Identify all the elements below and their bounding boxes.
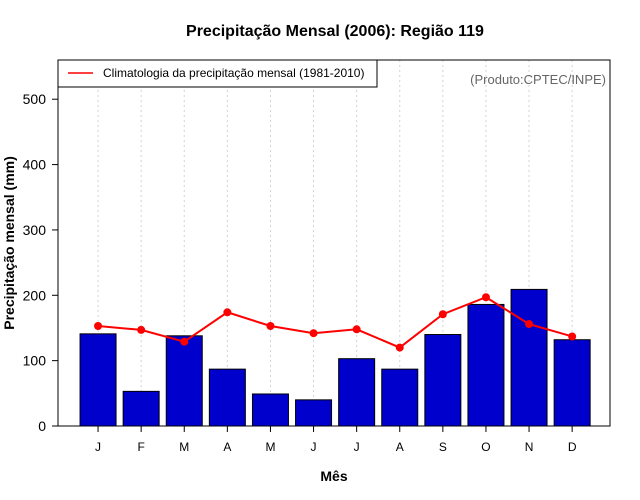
x-tick-label: M bbox=[179, 440, 189, 454]
climatology-polyline bbox=[97, 296, 573, 349]
bar-M bbox=[251, 393, 289, 427]
y-axis-label: Precipitação mensal (mm) bbox=[1, 156, 17, 330]
climatology-point bbox=[309, 329, 318, 338]
bars bbox=[79, 288, 591, 427]
bar-A bbox=[381, 368, 419, 427]
y-tick-label: 500 bbox=[23, 91, 47, 107]
x-tick-label: M bbox=[265, 440, 275, 454]
y-tick-label: 300 bbox=[23, 222, 47, 238]
x-tick-label: O bbox=[481, 440, 490, 454]
legend-label: Climatologia da precipitação mensal (198… bbox=[103, 66, 364, 80]
x-tick-label: A bbox=[223, 440, 231, 454]
bar-J bbox=[295, 399, 333, 427]
legend: Climatologia da precipitação mensal (198… bbox=[57, 59, 378, 88]
bar-J bbox=[338, 358, 376, 427]
bar-O bbox=[467, 303, 505, 427]
x-tick-label: S bbox=[439, 440, 447, 454]
x-tick-label: J bbox=[95, 440, 101, 454]
x-tick-label: A bbox=[396, 440, 404, 454]
x-tick-label: J bbox=[311, 440, 317, 454]
climatology-point bbox=[94, 322, 103, 331]
y-axis: 0 100 200 300 400 500 bbox=[23, 91, 58, 434]
climatology-point bbox=[352, 325, 361, 334]
climatology-point bbox=[266, 322, 275, 331]
bar-D bbox=[553, 339, 591, 427]
climatology-point bbox=[395, 343, 404, 352]
climatology-point bbox=[137, 325, 146, 334]
y-tick-label: 0 bbox=[38, 418, 46, 434]
bar-J bbox=[79, 333, 117, 427]
bar-N bbox=[510, 288, 548, 427]
credit-text: (Produto:CPTEC/INPE) bbox=[470, 72, 606, 87]
climatology-point bbox=[438, 310, 447, 319]
climatology-point bbox=[223, 308, 232, 317]
climatology-point bbox=[568, 332, 577, 341]
x-tick-label: N bbox=[525, 440, 534, 454]
climatology-point bbox=[481, 293, 490, 302]
chart-title: Precipitação Mensal (2006): Região 119 bbox=[186, 23, 484, 40]
y-tick-label: 400 bbox=[23, 157, 47, 173]
legend-box bbox=[57, 59, 378, 88]
x-axis-label: Mês bbox=[320, 468, 347, 484]
climatology-point bbox=[525, 320, 534, 329]
bar-M bbox=[165, 335, 203, 427]
x-tick-label: J bbox=[354, 440, 360, 454]
climatology-point bbox=[180, 337, 189, 346]
bar-F bbox=[122, 390, 160, 427]
y-tick-label: 200 bbox=[23, 287, 47, 303]
x-tick-label: F bbox=[137, 440, 144, 454]
bar-A bbox=[208, 368, 246, 427]
climatology-line bbox=[94, 293, 577, 352]
x-tick-label: D bbox=[568, 440, 577, 454]
y-tick-label: 100 bbox=[23, 353, 47, 369]
bar-S bbox=[424, 334, 462, 427]
